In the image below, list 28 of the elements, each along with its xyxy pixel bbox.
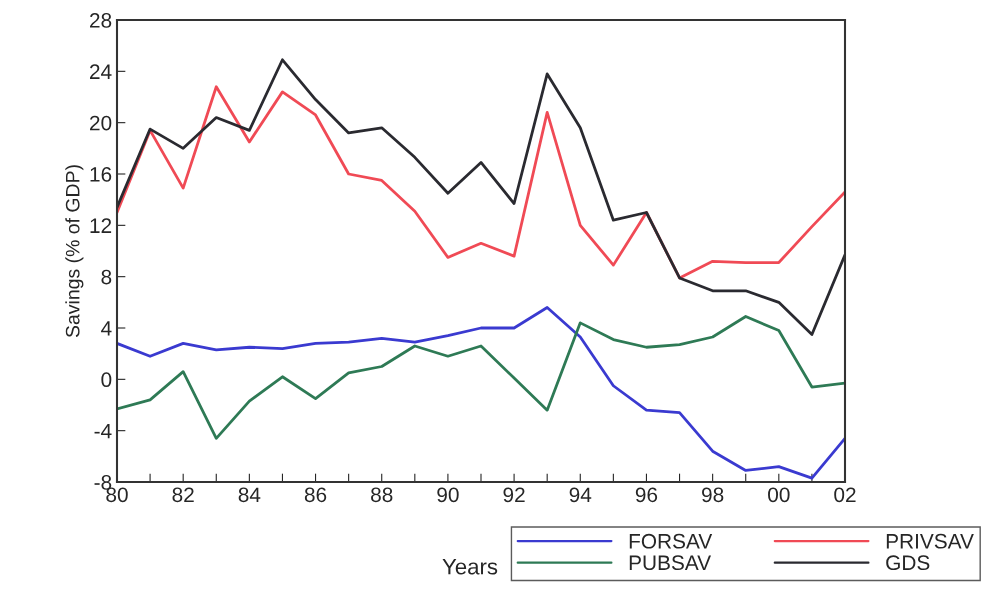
legend-label: PUBSAV [629, 555, 712, 571]
y-tick-label: -4 [94, 423, 112, 439]
y-tick-label: 20 [90, 115, 112, 131]
x-tick-label: 92 [503, 487, 525, 503]
x-tick-label: 94 [569, 487, 592, 503]
y-tick-label: 24 [90, 64, 112, 79]
x-tick-label: 96 [635, 487, 658, 503]
line-series [117, 306, 845, 480]
y-tick-label: 28 [90, 13, 112, 28]
legend-label: PRIVSAV [886, 533, 974, 549]
x-tick-label: 82 [172, 487, 194, 503]
y-tick-label: 16 [90, 167, 112, 182]
legend-label: FORSAV [629, 533, 713, 549]
x-tick-label: 02 [834, 487, 856, 503]
y-tick-label: 12 [90, 218, 112, 233]
x-tick-label: 98 [702, 487, 724, 503]
x-tick-label: 84 [238, 487, 261, 503]
x-tick-label: 88 [371, 487, 393, 503]
line-series [117, 315, 845, 440]
y-tick-label: 0 [101, 372, 112, 388]
y-tick-label: 8 [101, 269, 112, 285]
x-axis-title: Years [442, 559, 498, 575]
y-axis-title: Savings (% of GDP) [65, 165, 84, 338]
x-tick-label: 00 [768, 487, 790, 503]
x-tick-label: 90 [437, 487, 459, 503]
legend-label: GDS [886, 555, 930, 571]
y-tick-label: 4 [101, 321, 112, 336]
x-tick-label: 86 [304, 487, 327, 503]
